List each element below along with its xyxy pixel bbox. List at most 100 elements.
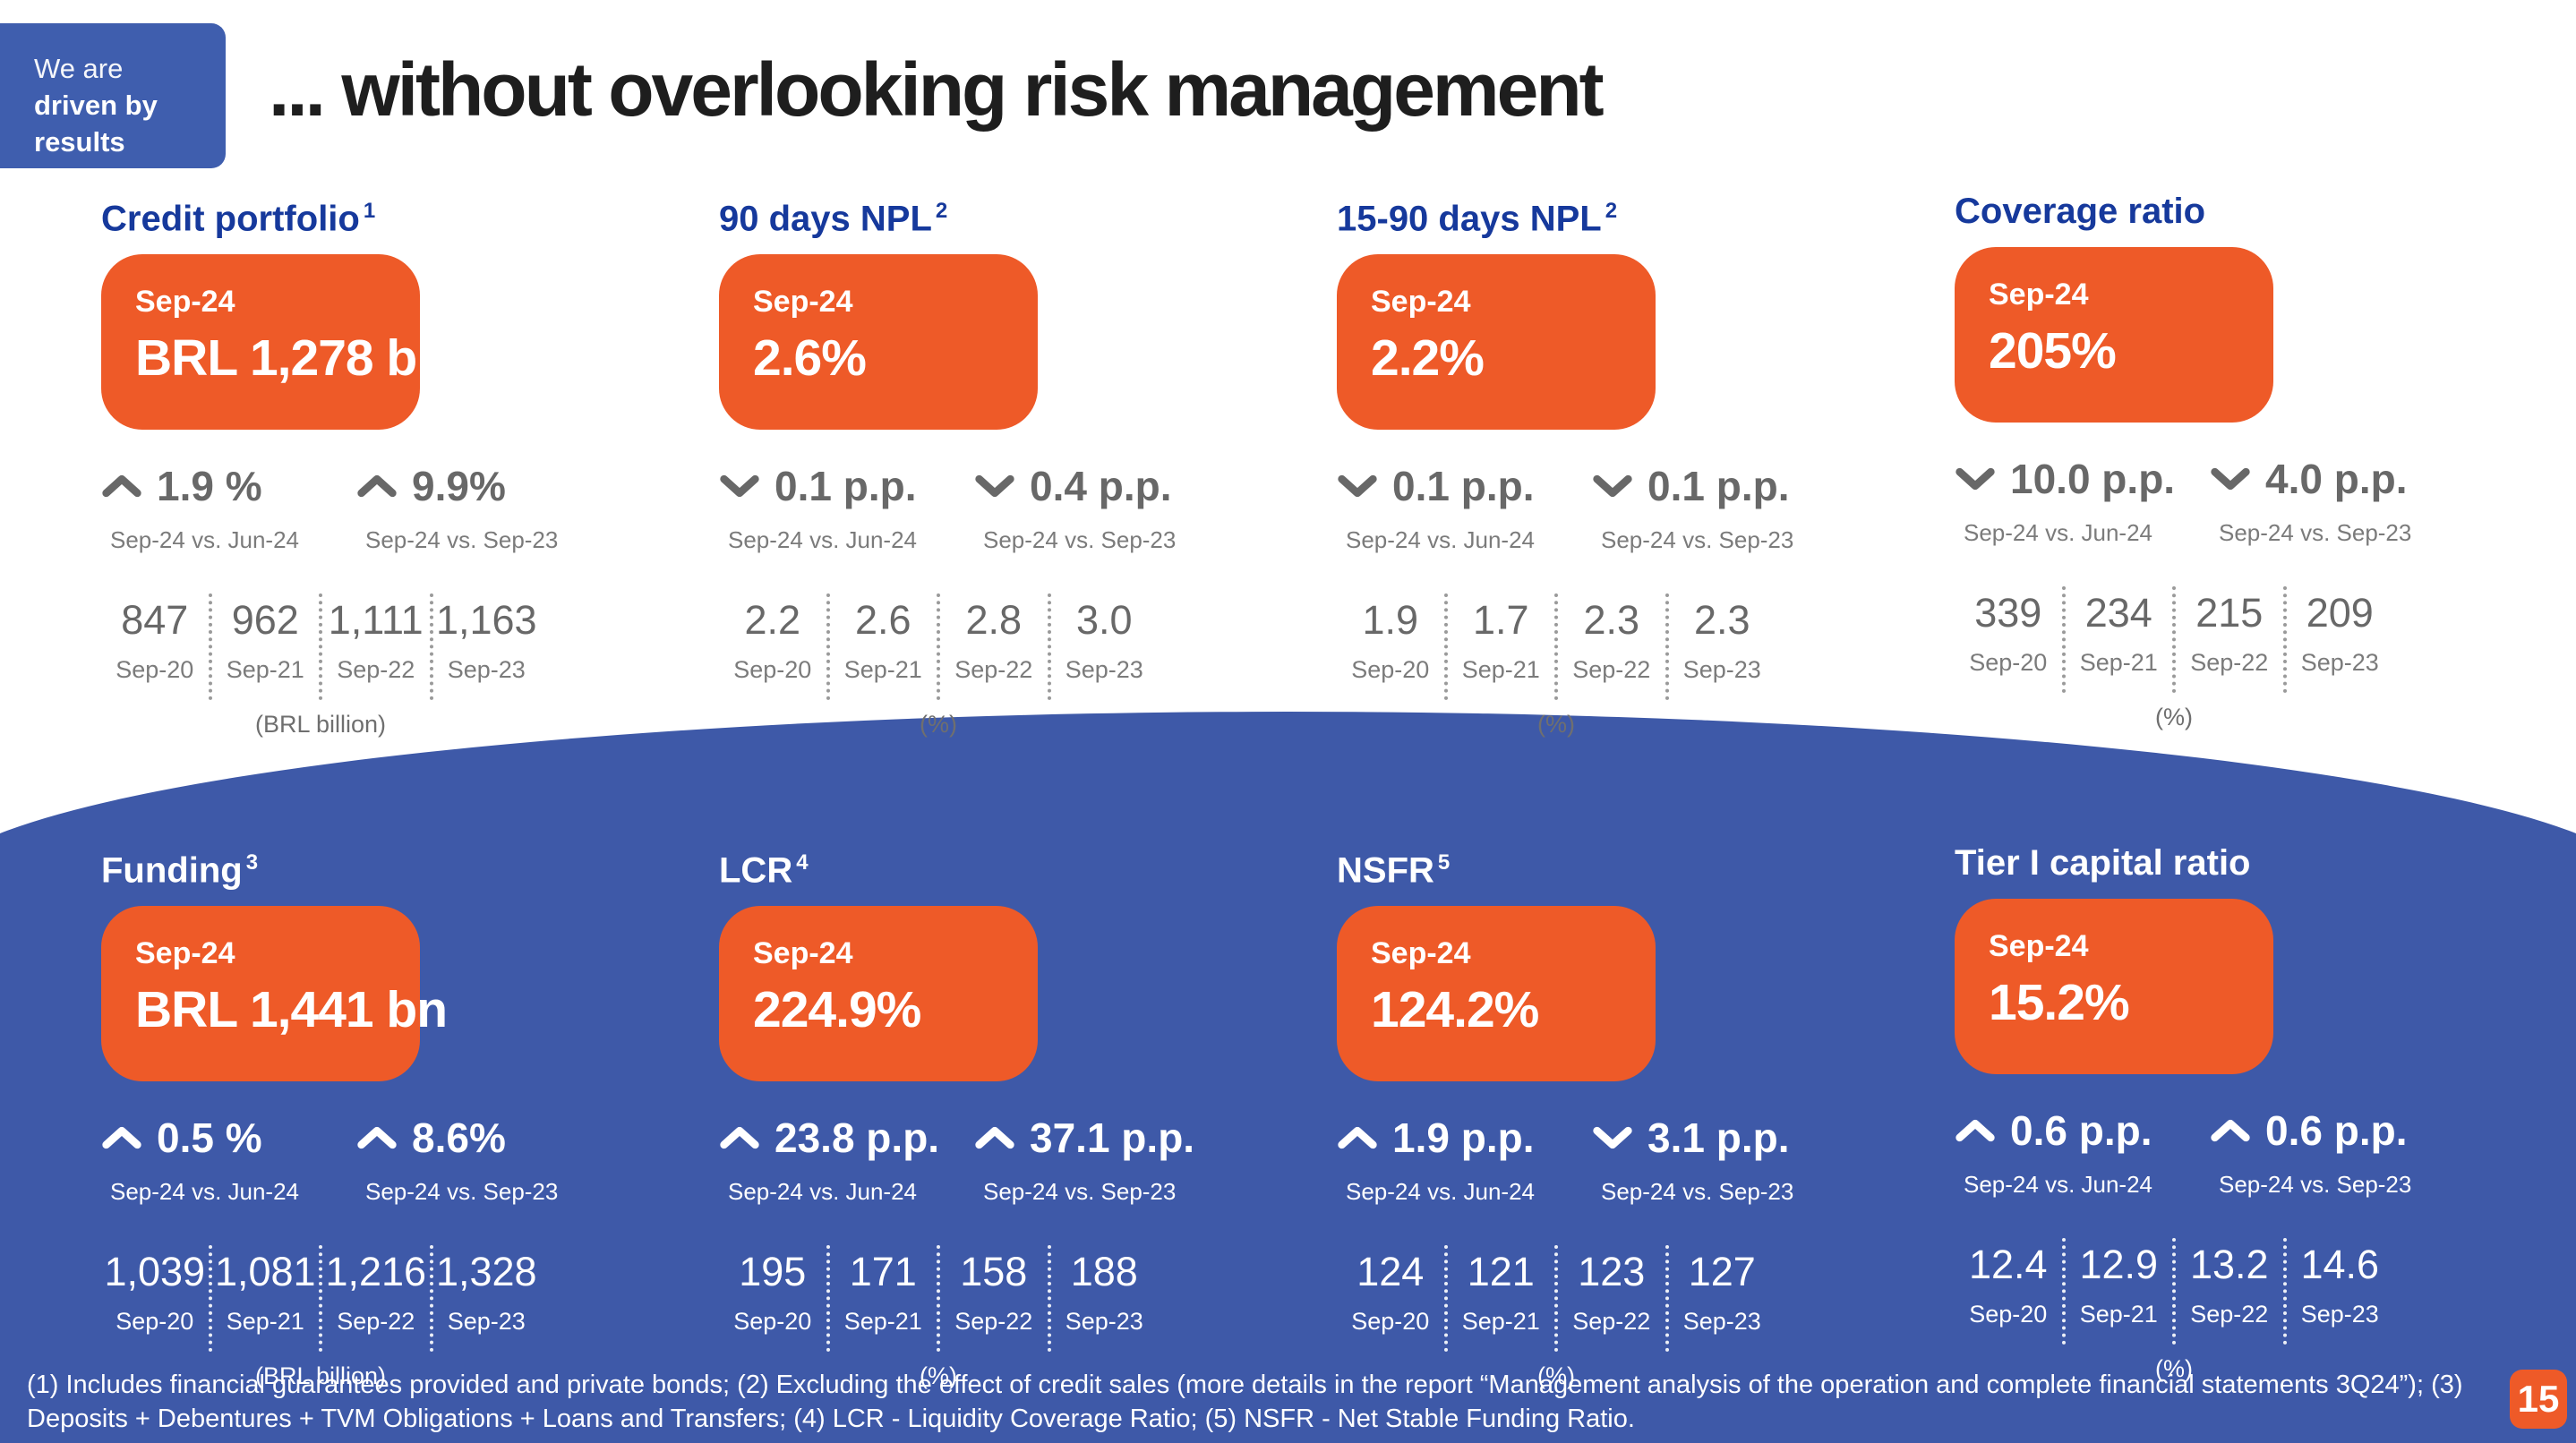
highlight-box: Sep-24 124.2%: [1337, 906, 1656, 1082]
history-cell: 1,216 Sep-22: [319, 1245, 430, 1353]
delta-item: 1.9 % Sep-24 vs. Jun-24: [101, 462, 356, 554]
history-period: Sep-22: [337, 656, 415, 684]
delta-head: 0.1 p.p.: [719, 462, 974, 510]
delta-head: 1.9 %: [101, 462, 356, 510]
chevron-down-icon: [1592, 1126, 1633, 1149]
metric-title-text: Credit portfolio: [101, 199, 360, 239]
history-value: 962: [231, 597, 299, 644]
history-cell: 215 Sep-22: [2172, 586, 2283, 693]
delta-value: 1.9 %: [157, 463, 262, 510]
history-value: 195: [739, 1249, 807, 1295]
metric-card: NSFR 5 Sep-24 124.2% 1.9 p.p. Sep-24 vs. …: [1337, 841, 1874, 1390]
history-value: 1,328: [435, 1249, 537, 1295]
history-value: 3.0: [1075, 597, 1133, 644]
history-period: Sep-20: [1351, 656, 1430, 684]
delta-compare-label: Sep-24 vs. Sep-23: [983, 526, 1177, 554]
metric-title: Funding 3: [101, 841, 638, 892]
delta-compare-label: Sep-24 vs. Jun-24: [1964, 1171, 2153, 1198]
delta-head: 8.6%: [356, 1114, 612, 1162]
metric-title-text: Coverage ratio: [1955, 192, 2206, 231]
chevron-down-icon: [974, 474, 1015, 498]
delta-item: 10.0 p.p. Sep-24 vs. Jun-24: [1955, 455, 2210, 547]
delta-value: 1.9 p.p.: [1392, 1114, 1535, 1162]
metric-title: 15-90 days NPL 2: [1337, 190, 1874, 240]
highlight-value: 205%: [1989, 322, 2117, 380]
delta-item: 23.8 p.p. Sep-24 vs. Jun-24: [719, 1114, 974, 1206]
history-value: 2.8: [965, 597, 1023, 644]
unit-label: (%): [920, 1362, 957, 1390]
history-cell: 12.4 Sep-20: [1955, 1238, 2062, 1345]
highlight-period: Sep-24: [753, 936, 853, 971]
delta-head: 0.6 p.p.: [2210, 1106, 2465, 1155]
delta-item: 3.1 p.p. Sep-24 vs. Sep-23: [1592, 1114, 1847, 1206]
metric-card: Funding 3 Sep-24 BRL 1,441 bn 0.5 % Sep-2…: [101, 841, 638, 1390]
history-row: 847 Sep-20 962 Sep-21 1,111 Sep-22 1,163…: [101, 593, 541, 701]
chevron-up-icon: [356, 474, 398, 498]
history-row: 1,039 Sep-20 1,081 Sep-21 1,216 Sep-22 1…: [101, 1245, 540, 1353]
history-value: 2.3: [1693, 597, 1750, 644]
metric-title: Coverage ratio: [1955, 190, 2492, 233]
delta-row: 1.9 p.p. Sep-24 vs. Jun-24 3.1 p.p. Sep-…: [1337, 1114, 1874, 1206]
chevron-up-icon: [356, 1126, 398, 1149]
highlight-period: Sep-24: [753, 285, 853, 320]
history-cell: 158 Sep-22: [937, 1245, 1048, 1353]
delta-item: 0.1 p.p. Sep-24 vs. Jun-24: [719, 462, 974, 554]
metric-card: 90 days NPL 2 Sep-24 2.6% 0.1 p.p. Sep-24…: [719, 190, 1256, 739]
delta-compare-label: Sep-24 vs. Jun-24: [728, 526, 918, 554]
history-value: 12.4: [1968, 1242, 2048, 1287]
metric-title: NSFR 5: [1337, 841, 1874, 892]
chevron-down-icon: [1337, 474, 1378, 498]
chevron-down-icon: [2210, 467, 2251, 491]
delta-item: 37.1 p.p. Sep-24 vs. Sep-23: [974, 1114, 1229, 1206]
history-period: Sep-23: [2300, 649, 2379, 676]
highlight-period: Sep-24: [135, 936, 235, 971]
delta-head: 0.1 p.p.: [1592, 462, 1847, 510]
history-period: Sep-23: [2300, 1301, 2379, 1328]
highlight-value: 124.2%: [1371, 981, 1539, 1039]
badge-line-3: results: [34, 126, 125, 158]
history-value: 1,111: [328, 597, 424, 644]
highlight-box: Sep-24 2.6%: [719, 254, 1038, 431]
highlight-box: Sep-24 2.2%: [1337, 254, 1656, 431]
delta-item: 0.1 p.p. Sep-24 vs. Jun-24: [1337, 462, 1592, 554]
history-value: 1,163: [435, 597, 537, 644]
delta-head: 0.6 p.p.: [1955, 1106, 2210, 1155]
history-period: Sep-22: [1572, 656, 1651, 684]
history-period: Sep-23: [1682, 656, 1761, 684]
delta-head: 9.9%: [356, 462, 612, 510]
metric-title-text: 90 days NPL: [719, 199, 932, 239]
history-cell: 339 Sep-20: [1955, 586, 2062, 693]
history-cell: 962 Sep-21: [208, 593, 320, 701]
history-cell: 1,163 Sep-23: [429, 593, 541, 701]
history-value: 1,216: [325, 1249, 427, 1295]
delta-value: 4.0 p.p.: [2265, 456, 2408, 502]
history-period: Sep-20: [1969, 649, 2048, 676]
metric-card: Tier I capital ratio Sep-24 15.2% 0.6 p.…: [1955, 841, 2492, 1390]
highlight-value: 2.2%: [1371, 329, 1485, 388]
delta-item: 8.6% Sep-24 vs. Sep-23: [356, 1114, 612, 1206]
unit-label: (%): [920, 711, 957, 739]
history-period: Sep-20: [733, 656, 812, 684]
chevron-up-icon: [1337, 1126, 1378, 1149]
history-period: Sep-20: [116, 1308, 194, 1336]
history-period: Sep-21: [1461, 1308, 1540, 1336]
highlight-value: BRL 1,278 bn: [135, 329, 448, 388]
metric-card: Credit portfolio 1 Sep-24 BRL 1,278 bn 1.…: [101, 190, 638, 739]
highlight-value: BRL 1,441 bn: [135, 981, 448, 1039]
metric-card: Coverage ratio Sep-24 205% 10.0 p.p. Sep…: [1955, 190, 2492, 739]
history-period: Sep-20: [733, 1308, 812, 1336]
history-cell: 1.9 Sep-20: [1337, 593, 1444, 700]
history-value: 339: [1974, 590, 2042, 636]
chevron-up-icon: [974, 1126, 1015, 1149]
history-row: 339 Sep-20 234 Sep-21 215 Sep-22 209 Sep…: [1955, 586, 2393, 693]
metric-card: 15-90 days NPL 2 Sep-24 2.2% 0.1 p.p. Sep…: [1337, 190, 1874, 739]
history-period: Sep-22: [954, 656, 1033, 684]
chevron-down-icon: [719, 474, 760, 498]
history-value: 127: [1688, 1249, 1756, 1295]
delta-head: 4.0 p.p.: [2210, 455, 2465, 503]
history-cell: 1.7 Sep-21: [1443, 593, 1555, 701]
chevron-up-icon: [1955, 1119, 1996, 1142]
history-value: 2.2: [744, 597, 801, 644]
history-cell: 847 Sep-20: [101, 593, 209, 700]
